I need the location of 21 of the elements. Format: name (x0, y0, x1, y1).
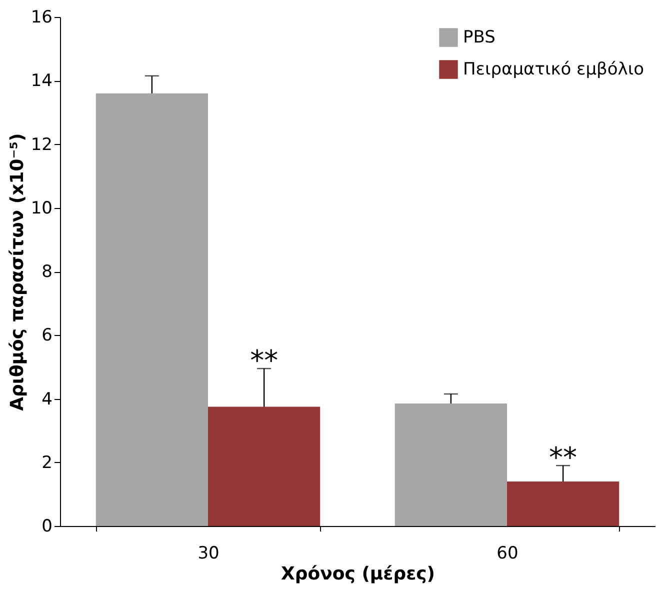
y-tick-label: 4 (42, 389, 52, 410)
x-tick-label: 60 (496, 544, 518, 564)
bar (96, 93, 208, 526)
bar (208, 406, 320, 526)
bar (394, 404, 507, 526)
y-tick-label: 8 (42, 262, 52, 282)
y-tick-label: 0 (42, 516, 52, 536)
y-tick-label: 14 (30, 71, 52, 92)
annotation: ** (250, 344, 278, 377)
y-tick-label: 6 (42, 326, 52, 346)
y-tick-label: 10 (30, 198, 52, 218)
x-tick-label: 30 (198, 544, 220, 564)
bar (506, 481, 620, 526)
legend-label: Πειραματικό εμβόλιο (463, 60, 644, 80)
legend-label: PBS (463, 28, 496, 48)
y-tick-label: 12 (30, 134, 52, 155)
x-axis-title: Χρόνος (μέρες) (281, 564, 435, 584)
y-tick-label: 16 (30, 8, 52, 28)
y-tick-label: 2 (42, 452, 52, 473)
annotation: ** (549, 440, 578, 474)
y-axis-title: Αριθμός παρασίτων (x10⁻⁵) (6, 133, 28, 411)
